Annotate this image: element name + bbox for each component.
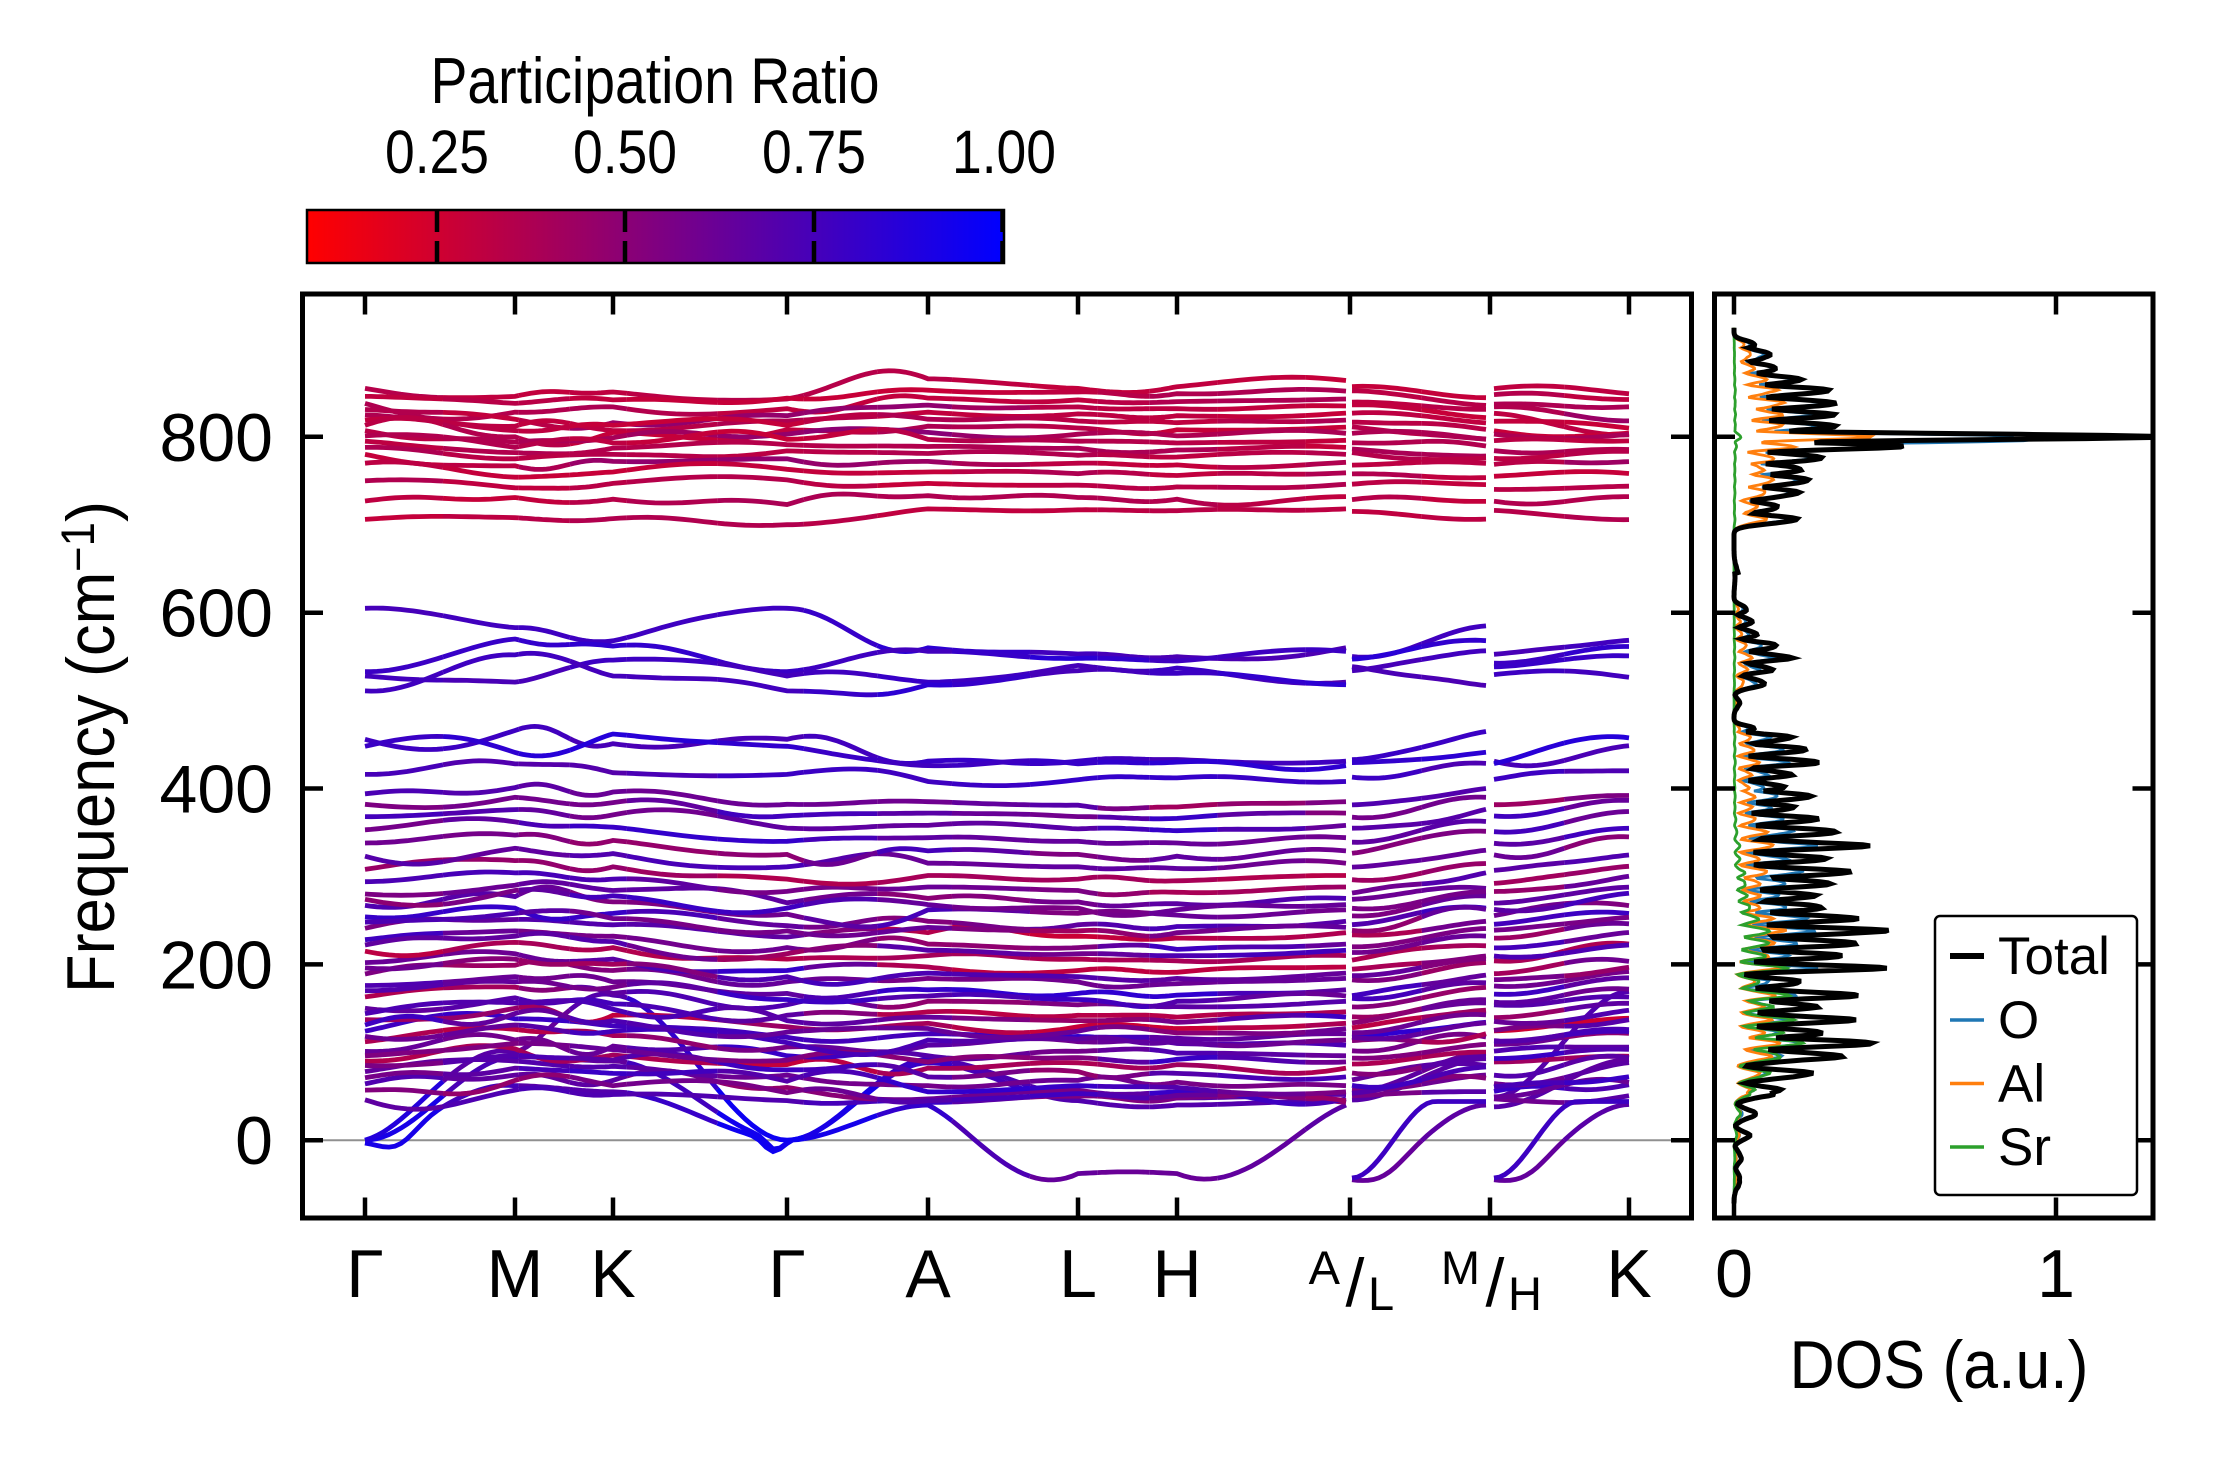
svg-text:A: A	[1309, 1241, 1341, 1294]
svg-text:0.50: 0.50	[573, 118, 677, 186]
svg-text:400: 400	[160, 752, 273, 828]
svg-text:O: O	[1998, 991, 2039, 1050]
svg-text:800: 800	[160, 400, 273, 476]
svg-text:H: H	[1152, 1236, 1201, 1312]
svg-text:Sr: Sr	[1998, 1118, 2051, 1177]
svg-text:Total: Total	[1998, 927, 2110, 986]
svg-text:/: /	[1346, 1245, 1365, 1321]
svg-text:Γ: Γ	[768, 1236, 805, 1312]
svg-text:0: 0	[1715, 1236, 1753, 1312]
svg-text:K: K	[590, 1236, 635, 1312]
svg-text:200: 200	[160, 927, 273, 1003]
svg-text:/: /	[1486, 1245, 1505, 1321]
svg-text:M: M	[1441, 1241, 1480, 1294]
svg-text:K: K	[1606, 1236, 1651, 1312]
svg-text:1: 1	[2037, 1236, 2075, 1312]
svg-text:Participation Ratio: Participation Ratio	[431, 44, 880, 117]
svg-text:A: A	[905, 1236, 951, 1312]
svg-text:Γ: Γ	[346, 1236, 383, 1312]
svg-text:0: 0	[235, 1103, 273, 1179]
svg-text:0.75: 0.75	[762, 118, 866, 186]
svg-text:Frequency (cm−1): Frequency (cm−1)	[51, 501, 129, 993]
svg-text:L: L	[1059, 1236, 1097, 1312]
svg-text:600: 600	[160, 576, 273, 652]
svg-text:M: M	[487, 1236, 544, 1312]
svg-text:DOS (a.u.): DOS (a.u.)	[1790, 1327, 2089, 1403]
svg-text:1.00: 1.00	[952, 118, 1056, 186]
svg-text:Al: Al	[1998, 1055, 2045, 1114]
svg-text:H: H	[1508, 1267, 1542, 1320]
svg-text:L: L	[1368, 1267, 1394, 1320]
svg-text:0.25: 0.25	[385, 118, 489, 186]
